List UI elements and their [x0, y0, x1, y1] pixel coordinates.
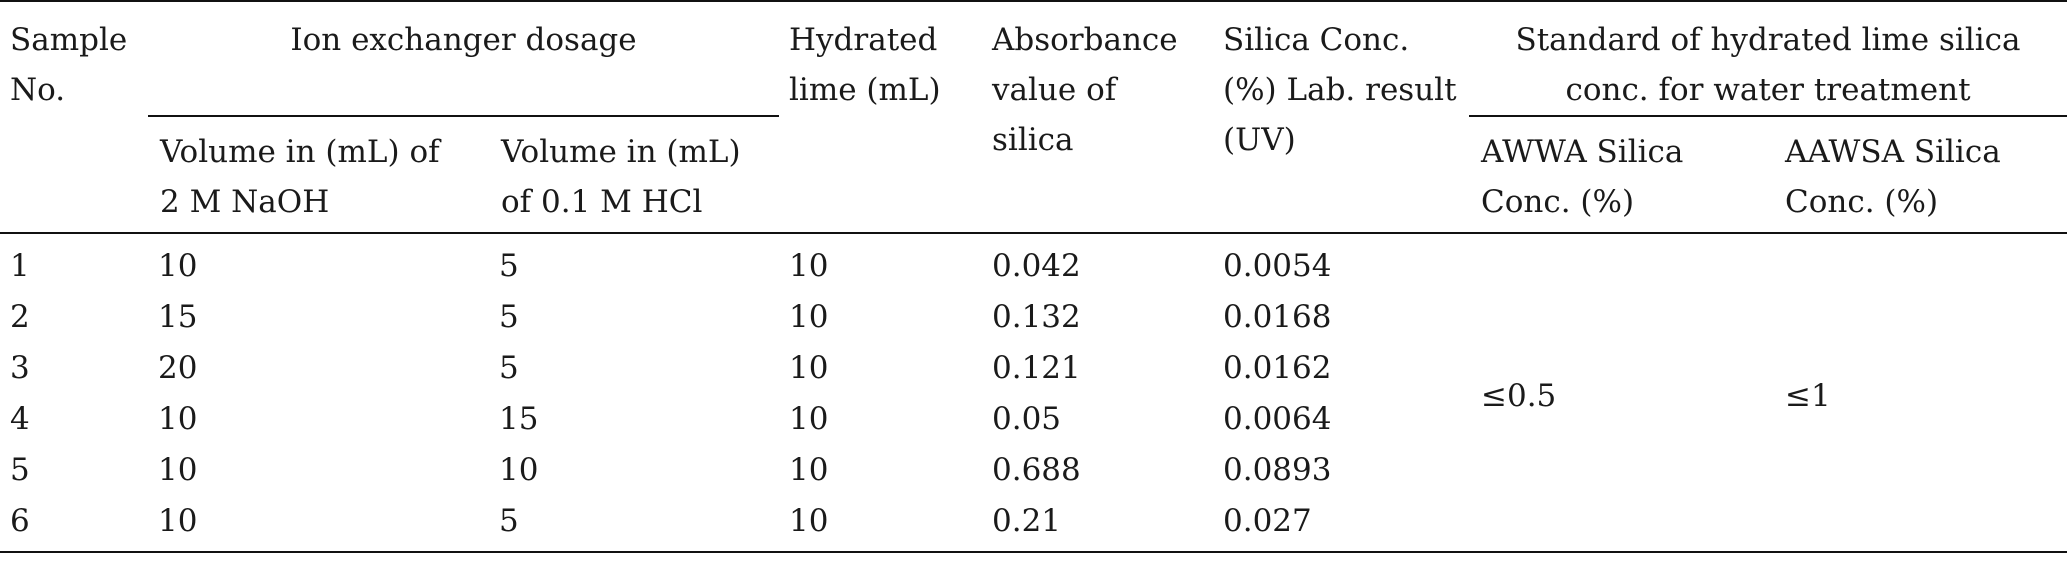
cell-naoh: 20 — [158, 350, 198, 386]
cell-naoh: 15 — [158, 299, 198, 335]
cell-hcl: 5 — [489, 496, 779, 553]
cell-awwa-standard: ≤0.5 — [1469, 233, 1773, 553]
table-row: 4 10 15 10 0.05 0.0064 — [0, 394, 2067, 445]
cell-absorbance: 0.121 — [992, 350, 1081, 386]
cell-absorbance: 0.05 — [992, 401, 1062, 437]
cell-aawsa-standard: ≤1 — [1773, 233, 2067, 553]
header-awwa: AWWA Silica Conc. (%) — [1469, 116, 1773, 234]
cell-naoh: 10 — [158, 248, 198, 284]
table-row: 6 10 5 10 0.21 0.027 — [0, 496, 2067, 553]
header-standard-group: Standard of hydrated lime silica conc. f… — [1469, 0, 2067, 117]
header-absorbance: Absorbance value of silica — [982, 0, 1213, 234]
cell-lime: 10 — [789, 299, 829, 335]
header-row-top: Sample No. Ion exchanger dosage Hydrated… — [0, 0, 2067, 234]
table-header: Sample No. Ion exchanger dosage Hydrated… — [0, 0, 2067, 234]
cell-sample: 1 — [10, 248, 30, 284]
cell-naoh: 10 — [148, 496, 489, 553]
silica-results-table: Sample No. Ion exchanger dosage Hydrated… — [0, 0, 2067, 553]
table-row: 1 10 5 10 0.042 0.0054 ≤0.5 ≤1 — [0, 233, 2067, 553]
cell-sample: 4 — [10, 401, 30, 437]
cell-hcl: 5 — [499, 350, 519, 386]
cell-lime: 10 — [789, 248, 829, 284]
header-ion-exchanger-dosage: Ion exchanger dosage — [148, 0, 779, 117]
cell-silica-conc: 0.0064 — [1223, 401, 1332, 437]
cell-sample: 5 — [10, 452, 30, 488]
cell-absorbance: 0.688 — [992, 452, 1081, 488]
cell-hcl: 5 — [499, 299, 519, 335]
cell-lime: 10 — [789, 452, 829, 488]
cell-hcl: 10 — [499, 452, 539, 488]
cell-naoh: 10 — [158, 401, 198, 437]
table-row: 5 10 10 10 0.688 0.0893 — [0, 445, 2067, 496]
table-body: 1 10 5 10 0.042 0.0054 ≤0.5 ≤1 2 15 5 10… — [0, 233, 2067, 553]
header-sample-no: Sample No. — [0, 0, 148, 234]
header-hydrated-lime: Hydrated lime (mL) — [779, 0, 982, 234]
cell-naoh: 10 — [158, 452, 198, 488]
cell-lime: 10 — [789, 401, 829, 437]
table-row: 2 15 5 10 0.132 0.0168 — [0, 292, 2067, 343]
header-aawsa: AAWSA Silica Conc. (%) — [1773, 116, 2067, 234]
table-row: 3 20 5 10 0.121 0.0162 — [0, 343, 2067, 394]
cell-absorbance: 0.042 — [992, 248, 1081, 284]
cell-silica-conc: 0.0162 — [1223, 350, 1332, 386]
cell-sample: 3 — [10, 350, 30, 386]
cell-silica-conc: 0.0054 — [1223, 248, 1332, 284]
header-silica-conc: Silica Conc. (%) Lab. result (UV) — [1213, 0, 1469, 234]
cell-lime: 10 — [789, 350, 829, 386]
cell-absorbance: 0.21 — [982, 496, 1213, 553]
header-hcl-volume: Volume in (mL) of 0.1 M HCl — [489, 116, 779, 234]
cell-lime: 10 — [779, 496, 982, 553]
cell-absorbance: 0.132 — [992, 299, 1081, 335]
cell-silica-conc: 0.027 — [1213, 496, 1469, 553]
cell-silica-conc: 0.0168 — [1223, 299, 1332, 335]
cell-silica-conc: 0.0893 — [1223, 452, 1332, 488]
cell-hcl: 15 — [499, 401, 539, 437]
header-naoh-volume: Volume in (mL) of 2 M NaOH — [148, 116, 489, 234]
cell-sample: 2 — [10, 299, 30, 335]
cell-sample: 6 — [0, 496, 148, 553]
cell-hcl: 5 — [499, 248, 519, 284]
header-row-sub: Volume in (mL) of 2 M NaOH Volume in (mL… — [0, 116, 2067, 234]
